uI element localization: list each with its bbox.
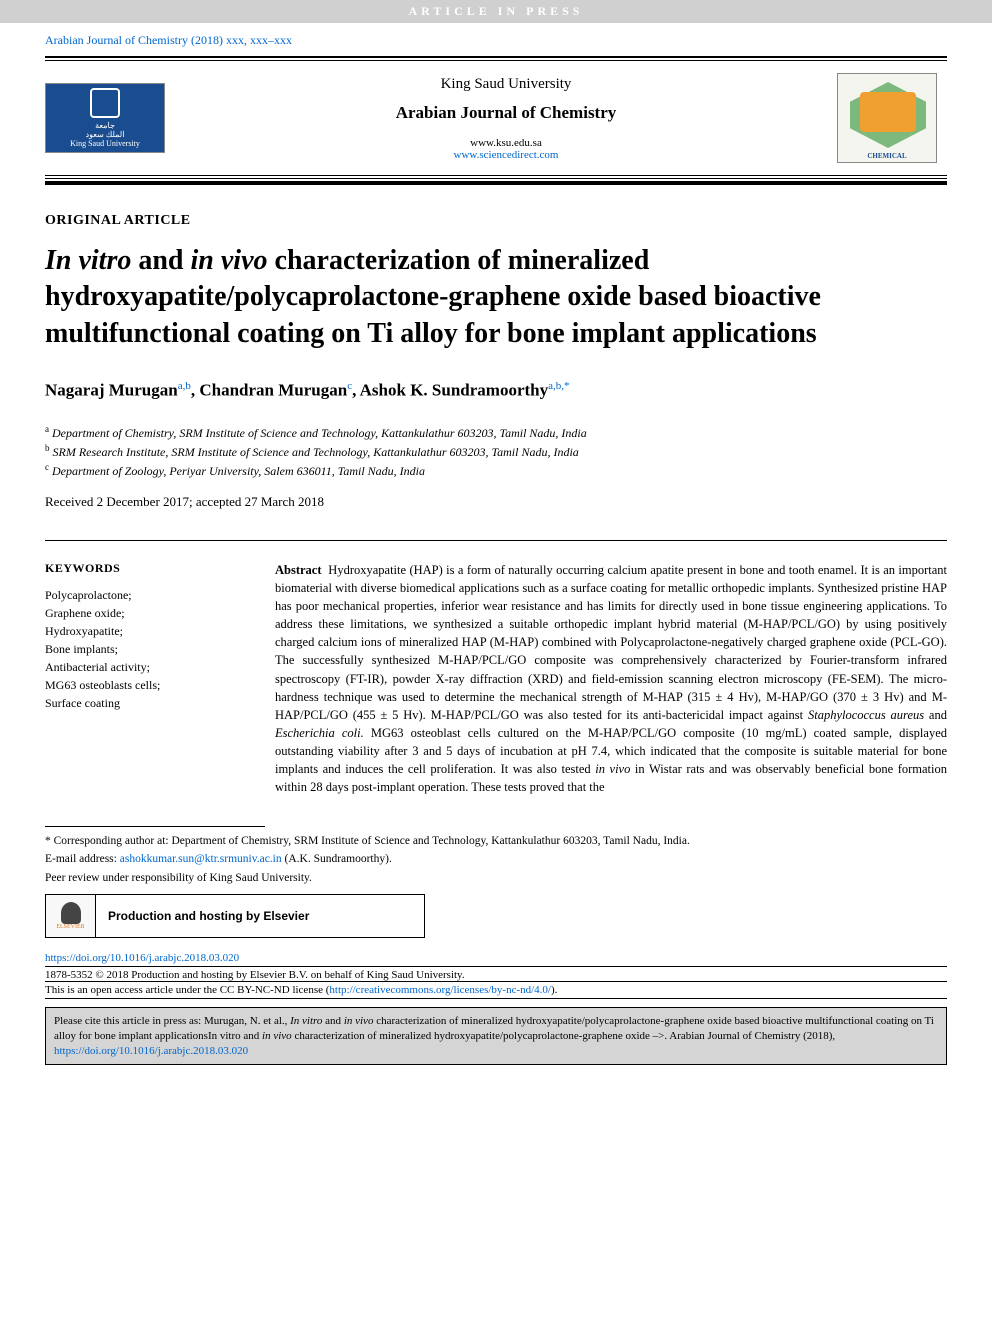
hosting-box: ELSEVIER Production and hosting by Elsev… [45,894,425,938]
page-container: Arabian Journal of Chemistry (2018) xxx,… [0,23,992,1085]
doi-link[interactable]: https://doi.org/10.1016/j.arabjc.2018.03… [45,952,947,964]
abstract-body-1: Hydroxyapatite (HAP) is a form of natura… [275,563,947,722]
title-text-1: and [131,245,190,276]
license-pre: This is an open access article under the… [45,984,329,996]
article-in-press-watermark: ARTICLE IN PRESS [0,0,992,23]
cite-italic-3: in vivo [262,1030,292,1042]
author-1: Nagaraj Murugan [45,381,178,400]
corresp-email-link[interactable]: ashokkumar.sun@ktr.srmuniv.ac.in [120,853,282,865]
affiliation-b: b SRM Research Institute, SRM Institute … [45,442,947,461]
affil-b-text: SRM Research Institute, SRM Institute of… [53,445,579,459]
peer-review-note: Peer review under responsibility of King… [45,872,947,884]
license-post: ). [551,984,557,996]
keywords-list: Polycaprolactone; Graphene oxide; Hydrox… [45,586,245,712]
cite-mid1: and [322,1015,343,1027]
masthead-center: King Saud University Arabian Journal of … [175,76,837,161]
abstract-body-2: and [924,708,947,722]
keywords-heading: KEYWORDS [45,561,245,576]
rule-thin [45,178,947,179]
society-map-icon [860,92,916,132]
cite-italic-2: in vivo [344,1015,374,1027]
elsevier-label: ELSEVIER [56,924,84,930]
university-logo-block: جامعة الملك سعود King Saud University [45,83,175,153]
license-line: This is an open access article under the… [45,981,947,999]
license-url-link[interactable]: http://creativecommons.org/licenses/by-n… [329,984,551,996]
author-1-affil: a,b [178,380,191,392]
article-title: In vitro and in vivo characterization of… [45,243,845,352]
keyword-4: Bone implants; [45,640,245,658]
author-3: Ashok K. Sundramoorthy [360,381,548,400]
ksu-arabic-line2: الملك سعود [86,130,125,139]
journal-name: Arabian Journal of Chemistry [175,103,837,123]
affiliation-c: c Department of Zoology, Periyar Univers… [45,461,947,480]
keyword-7: Surface coating [45,694,245,712]
ksu-crest-icon [90,88,120,118]
title-italic-1: In vitro [45,245,131,276]
affil-c-text: Department of Zoology, Periyar Universit… [52,464,425,478]
cite-italic-1: In vitro [290,1015,322,1027]
authors-line: Nagaraj Murugana,b, Chandran Muruganc, A… [45,380,947,401]
chemical-society-logo: CHEMICAL [837,73,937,163]
keyword-6: MG63 osteoblasts cells; [45,676,245,694]
abstract-italic-3: in vivo [595,762,630,776]
keyword-2: Graphene oxide; [45,604,245,622]
ksu-arabic-line1: جامعة [95,121,115,130]
cite-pre: Please cite this article in press as: Mu… [54,1015,290,1027]
ksu-logo: جامعة الملك سعود King Saud University [45,83,165,153]
article-dates: Received 2 December 2017; accepted 27 Ma… [45,494,947,510]
copyright-line: 1878-5352 © 2018 Production and hosting … [45,966,947,981]
article-type: ORIGINAL ARTICLE [45,213,947,229]
email-after: (A.K. Sundramoorthy). [282,853,392,865]
abstract-italic-1: Staphylococcus aureus [808,708,924,722]
affiliation-a: a Department of Chemistry, SRM Institute… [45,423,947,442]
email-label: E-mail address: [45,853,120,865]
corresponding-author-note: * Corresponding author at: Department of… [45,833,947,868]
affil-b-sup: b [45,443,50,453]
elsevier-tree-icon [61,902,81,924]
journal-url-ksu: www.ksu.edu.sa [175,137,837,149]
rule-thick [45,181,947,185]
society-logo-block: CHEMICAL [837,73,947,163]
running-header: Arabian Journal of Chemistry (2018) xxx,… [45,33,947,48]
affil-a-text: Department of Chemistry, SRM Institute o… [52,426,587,440]
keyword-5: Antibacterial activity; [45,658,245,676]
author-3-affil: a,b,* [548,380,569,392]
cite-body2: characterization of mineralized hydroxya… [292,1030,835,1042]
abstract-column: Abstract Hydroxyapatite (HAP) is a form … [275,561,947,797]
publisher-name: King Saud University [175,76,837,93]
affil-c-sup: c [45,462,49,472]
journal-url-sciencedirect[interactable]: www.sciencedirect.com [175,149,837,161]
keyword-1: Polycaprolactone; [45,586,245,604]
society-label: CHEMICAL [838,152,936,160]
journal-urls: www.ksu.edu.sa www.sciencedirect.com [175,137,837,161]
author-2: Chandran Murugan [199,381,347,400]
author-2-affil: c [347,380,352,392]
journal-masthead: جامعة الملك سعود King Saud University Ki… [45,60,947,176]
affiliations-block: a Department of Chemistry, SRM Institute… [45,423,947,480]
corresp-text: * Corresponding author at: Department of… [45,835,690,847]
abstract-label: Abstract [275,563,322,577]
rule-top [45,56,947,58]
keywords-column: KEYWORDS Polycaprolactone; Graphene oxid… [45,561,245,797]
cite-doi-link[interactable]: https://doi.org/10.1016/j.arabjc.2018.03… [54,1045,248,1057]
ksu-english-line: King Saud University [70,139,140,148]
footnote-rule [45,826,265,827]
elsevier-logo: ELSEVIER [46,895,96,937]
keyword-3: Hydroxyapatite; [45,622,245,640]
hosting-text: Production and hosting by Elsevier [96,909,309,923]
keywords-abstract-row: KEYWORDS Polycaprolactone; Graphene oxid… [45,540,947,797]
citation-box: Please cite this article in press as: Mu… [45,1007,947,1066]
abstract-italic-2: Escherichia coli. [275,726,364,740]
affil-a-sup: a [45,424,49,434]
title-italic-2: in vivo [191,245,268,276]
